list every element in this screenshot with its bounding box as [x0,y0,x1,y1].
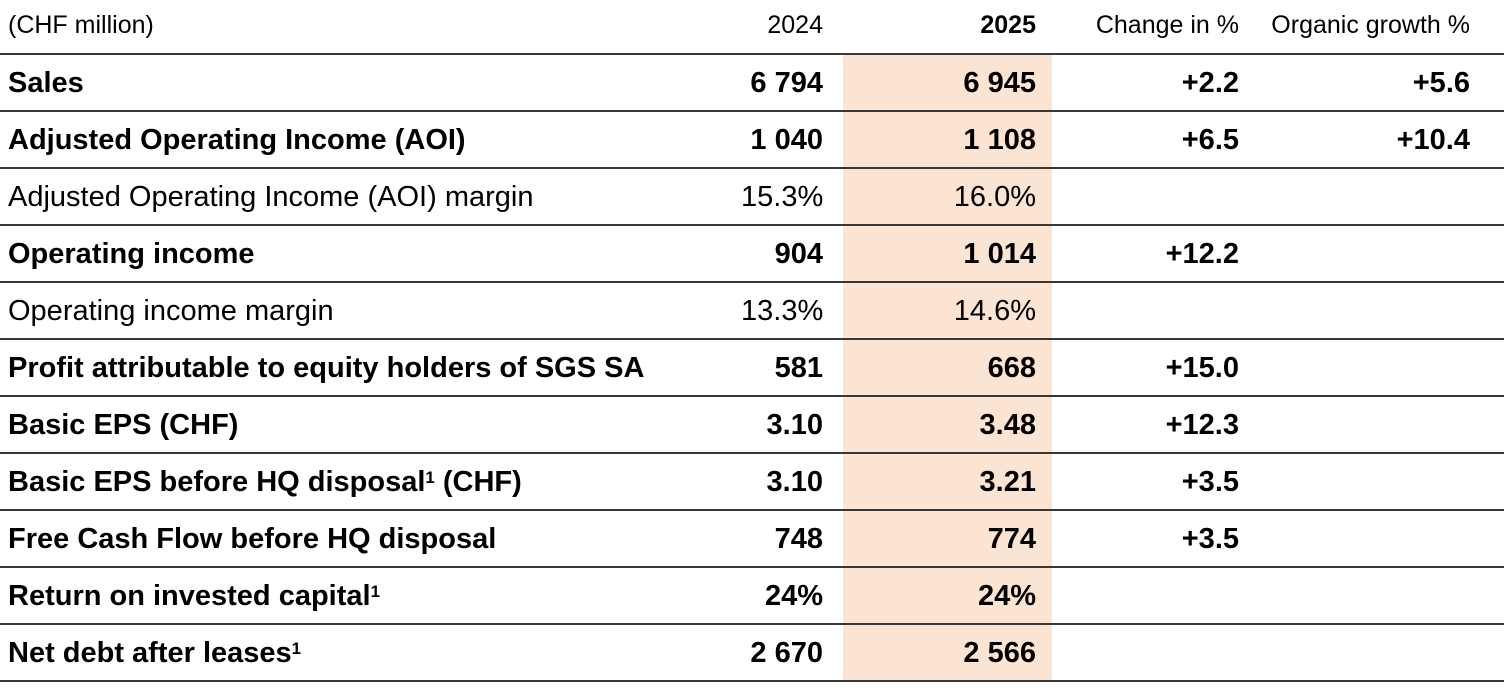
value-change-percent: +15.0 [1052,339,1253,397]
header-row: (CHF million) 2024 2025 Change in % Orga… [0,0,1504,55]
table-body: Sales 6 794 6 945 +2.2 +5.6 Adjusted Operatin… [0,54,1504,682]
table-row: Basic EPS (CHF) 3.10 3.48 +12.3 [0,396,1504,454]
value-organic-growth [1253,339,1504,397]
value-2025: 668 [843,339,1052,397]
row-label: Basic EPS (CHF) [0,396,740,454]
value-change-percent: +3.5 [1052,510,1253,568]
value-organic-growth [1253,567,1504,625]
value-2025: 16.0% [843,168,1052,226]
table-row: Adjusted Operating Income (AOI) 1 040 1 10… [0,111,1504,169]
value-2025: 3.21 [843,453,1052,511]
row-label: Basic EPS before HQ disposal1 (CHF) [0,453,740,511]
table-row: Free Cash Flow before HQ disposal 748 774 +… [0,510,1504,568]
value-2025: 774 [843,510,1052,568]
value-change-percent [1052,567,1253,625]
table-row: Profit attributable to equity holders of… [0,339,1504,397]
table-row: Adjusted Operating Income (AOI) margin 15… [0,168,1504,226]
value-change-percent: +3.5 [1052,453,1253,511]
unit-label: (CHF million) [0,0,740,55]
value-change-percent [1052,168,1253,226]
table-row: Operating income margin 13.3% 14.6% [0,282,1504,340]
value-2024: 904 [740,225,843,283]
value-2024: 15.3% [740,168,843,226]
row-label: Return on invested capital1 [0,567,740,625]
value-2025: 24% [843,567,1052,625]
value-change-percent [1052,624,1253,682]
column-header-organic-growth-percent: Organic growth % [1253,0,1504,55]
value-change-percent: +12.3 [1052,396,1253,454]
value-change-percent [1052,282,1253,340]
value-2025: 3.48 [843,396,1052,454]
column-header-change-in-percent: Change in % [1052,0,1253,55]
value-2024: 24% [740,567,843,625]
row-label: Free Cash Flow before HQ disposal [0,510,740,568]
row-label: Operating income margin [0,282,740,340]
value-organic-growth: +5.6 [1253,54,1504,112]
footnote-marker: 1 [370,582,380,602]
value-change-percent: +12.2 [1052,225,1253,283]
value-2025: 2 566 [843,624,1052,682]
value-organic-growth [1253,282,1504,340]
value-organic-growth [1253,624,1504,682]
value-2024: 13.3% [740,282,843,340]
value-change-percent: +6.5 [1052,111,1253,169]
row-label: Operating income [0,225,740,283]
value-2024: 1 040 [740,111,843,169]
value-2025: 1 108 [843,111,1052,169]
value-2025: 6 945 [843,54,1052,112]
column-header-2024: 2024 [740,0,843,55]
value-organic-growth [1253,168,1504,226]
value-organic-growth [1253,510,1504,568]
value-2024: 581 [740,339,843,397]
value-organic-growth [1253,225,1504,283]
row-label: Profit attributable to equity holders of… [0,339,740,397]
value-2024: 748 [740,510,843,568]
column-header-2025: 2025 [843,0,1052,55]
footnote-marker: 1 [291,639,302,659]
value-2024: 3.10 [740,396,843,454]
row-label: Net debt after leases1 [0,624,740,682]
table-row: Operating income 904 1 014 +12.2 [0,225,1504,283]
value-organic-growth [1253,396,1504,454]
table-row: Basic EPS before HQ disposal1 (CHF) 3.10 3… [0,453,1504,511]
footnote-marker: 1 [425,468,435,488]
table-row: Net debt after leases1 2 670 2 566 [0,624,1504,682]
row-label: Adjusted Operating Income (AOI) [0,111,740,169]
row-label: Sales [0,54,740,112]
value-2025: 14.6% [843,282,1052,340]
value-2024: 3.10 [740,453,843,511]
value-2025: 1 014 [843,225,1052,283]
value-change-percent: +2.2 [1052,54,1253,112]
table-row: Sales 6 794 6 945 +2.2 +5.6 [0,54,1504,112]
table-row: Return on invested capital1 24% 24% [0,567,1504,625]
value-organic-growth [1253,453,1504,511]
value-2024: 2 670 [740,624,843,682]
value-2024: 6 794 [740,54,843,112]
row-label: Adjusted Operating Income (AOI) margin [0,168,740,226]
value-organic-growth: +10.4 [1253,111,1504,169]
